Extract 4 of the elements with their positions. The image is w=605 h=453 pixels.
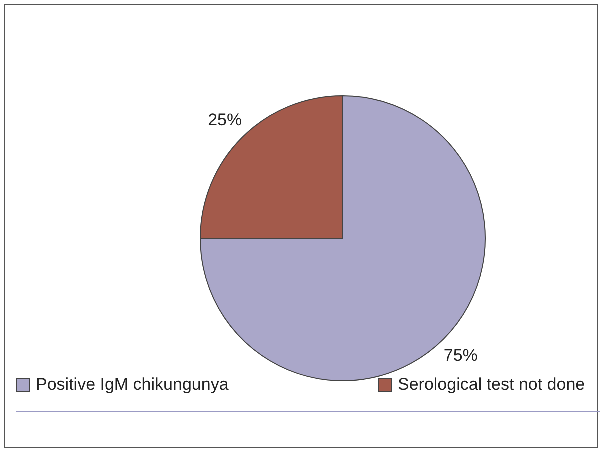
data-label: 25% [208, 110, 242, 130]
legend-label: Serological test not done [398, 375, 586, 395]
data-label: 75% [444, 346, 478, 366]
legend-label: Positive IgM chikungunya [36, 375, 229, 395]
